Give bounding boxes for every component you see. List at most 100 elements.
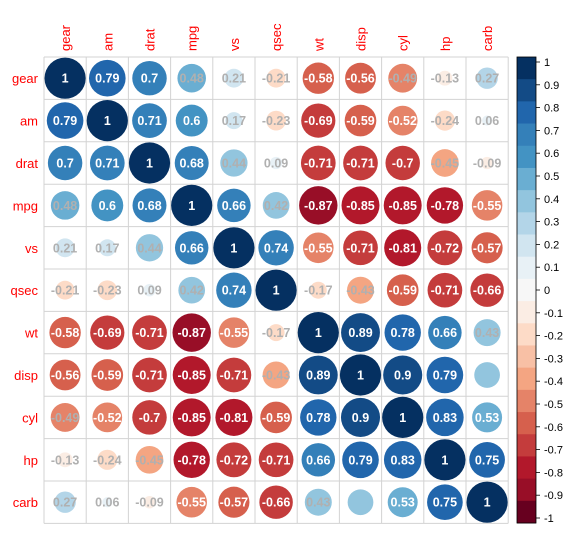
legend-swatch: [517, 478, 536, 502]
legend-swatch: [517, 212, 536, 235]
correlation-value-drat-vs: 0.44: [222, 157, 246, 171]
column-label-am: am: [100, 33, 115, 51]
correlation-circle-am-am: [86, 100, 128, 142]
correlation-value-disp-disp: 1: [357, 369, 364, 383]
correlation-circle-gear-carb: [476, 67, 498, 89]
correlation-value-drat-hp: -0.45: [431, 157, 460, 171]
correlation-circle-cyl-hp: [426, 398, 464, 437]
correlation-value-carb-qsec: -0.66: [262, 496, 291, 510]
correlation-value-wt-gear: -0.58: [51, 326, 80, 340]
correlation-circle-drat-vs: [220, 149, 248, 177]
correlation-circle-gear-drat: [132, 60, 167, 96]
correlation-circle-am-carb: [482, 115, 493, 126]
correlation-circle-drat-carb: [480, 156, 494, 170]
correlation-circle-wt-hp: [428, 315, 462, 350]
legend-swatch: [517, 367, 536, 391]
correlation-value-vs-hp: -0.72: [431, 241, 460, 255]
correlation-value-mpg-disp: -0.85: [346, 199, 375, 213]
correlation-circle-am-cyl: [387, 105, 418, 136]
correlation-circle-hp-disp: [342, 441, 379, 479]
correlation-value-cyl-am: -0.52: [93, 411, 122, 425]
correlation-circle-cyl-gear: [50, 402, 80, 432]
correlation-circle-disp-qsec: [262, 361, 290, 389]
legend-tick-label: -0.4: [544, 376, 563, 388]
correlation-value-hp-qsec: -0.71: [262, 453, 291, 467]
correlation-circle-vs-carb: [471, 232, 503, 264]
correlation-value-gear-disp: -0.56: [346, 72, 375, 86]
correlation-value-hp-disp: 0.79: [348, 453, 372, 467]
correlation-value-drat-qsec: 0.09: [264, 157, 288, 171]
correlation-circle-vs-mpg: [174, 231, 209, 265]
correlation-value-carb-wt: 0.43: [306, 496, 330, 510]
correlation-value-cyl-gear: -0.49: [51, 411, 80, 425]
column-label-qsec: qsec: [269, 23, 284, 51]
correlation-circle-gear-hp: [437, 70, 453, 86]
column-label-disp: disp: [354, 27, 369, 51]
correlation-circle-carb-hp: [427, 484, 463, 521]
correlation-circle-cyl-mpg: [172, 398, 211, 437]
correlation-circle-drat-drat: [128, 142, 171, 184]
correlation-value-drat-gear: 0.7: [56, 157, 73, 171]
legend-swatch: [517, 57, 536, 80]
legend-tick-label: -0.3: [544, 353, 563, 365]
correlation-value-drat-carb: -0.09: [473, 157, 502, 171]
correlation-circle-carb-gear: [54, 491, 76, 513]
correlation-circle-qsec-drat: [143, 284, 156, 297]
row-label-am: am: [20, 114, 38, 129]
correlation-value-disp-vs: -0.71: [220, 369, 249, 383]
correlation-value-hp-mpg: -0.78: [177, 453, 206, 467]
correlation-value-qsec-cyl: -0.59: [388, 284, 417, 298]
legend-tick-label: -0.7: [544, 445, 563, 457]
legend-tick-label: 0.2: [544, 239, 559, 251]
legend-swatch: [517, 190, 536, 213]
correlation-value-wt-disp: 0.89: [348, 326, 372, 340]
correlation-circle-vs-hp: [427, 230, 463, 266]
legend-tick-label: 0.6: [544, 148, 559, 160]
correlation-circle-mpg-disp: [341, 186, 380, 225]
column-label-wt: wt: [311, 38, 326, 52]
legend-swatch: [517, 456, 536, 480]
correlation-value-gear-am: 0.79: [95, 72, 119, 86]
legend-swatch: [517, 234, 536, 258]
correlation-value-am-qsec: -0.23: [262, 114, 291, 128]
correlation-circle-wt-am: [90, 315, 125, 350]
legend-tick-label: -0.6: [544, 422, 563, 434]
correlation-circle-mpg-gear: [50, 191, 80, 220]
correlation-value-vs-carb: -0.57: [473, 241, 502, 255]
correlation-value-drat-mpg: 0.68: [180, 157, 204, 171]
correlation-value-vs-drat: 0.44: [137, 241, 161, 255]
correlation-circle-mpg-hp: [426, 187, 464, 224]
correlation-circle-mpg-drat: [132, 188, 167, 223]
correlation-value-disp-drat: -0.71: [135, 369, 164, 383]
correlation-value-gear-hp: -0.13: [431, 72, 460, 86]
correlation-value-drat-disp: -0.71: [346, 157, 375, 171]
legend-tick-label: -0.8: [544, 467, 563, 479]
correlation-value-qsec-carb: -0.66: [473, 284, 502, 298]
legend-swatch: [517, 389, 536, 413]
correlation-circle-drat-am: [89, 145, 125, 181]
correlation-circle-am-wt: [301, 103, 336, 138]
legend-tick-label: 0.3: [544, 217, 559, 229]
correlation-value-wt-wt: 1: [315, 326, 322, 340]
correlation-circle-drat-cyl: [385, 145, 420, 181]
correlation-value-gear-drat: 0.7: [141, 72, 158, 86]
legend-tick-label: -0.2: [544, 331, 563, 343]
correlation-circle-wt-drat: [132, 315, 167, 350]
correlation-circle-am-gear: [46, 102, 84, 139]
correlation-circle-drat-gear: [47, 145, 83, 181]
correlation-circle-cyl-am: [92, 402, 123, 433]
correlation-value-wt-vs: -0.55: [220, 326, 249, 340]
correlation-value-disp-mpg: -0.85: [177, 369, 206, 383]
correlation-circle-carb-carb: [466, 481, 508, 523]
correlation-circle-hp-carb: [469, 441, 505, 478]
correlation-value-hp-vs: -0.72: [220, 453, 249, 467]
correlation-value-qsec-drat: 0.09: [137, 284, 161, 298]
correlation-value-carb-vs: -0.57: [220, 496, 249, 510]
correlation-value-gear-carb: 0.27: [475, 72, 499, 86]
correlation-circle-carb-drat: [143, 496, 156, 509]
legend-swatch: [517, 412, 536, 435]
correlation-circle-mpg-qsec: [262, 192, 290, 219]
correlation-value-qsec-am: -0.23: [93, 284, 122, 298]
correlation-value-wt-am: -0.69: [93, 326, 122, 340]
